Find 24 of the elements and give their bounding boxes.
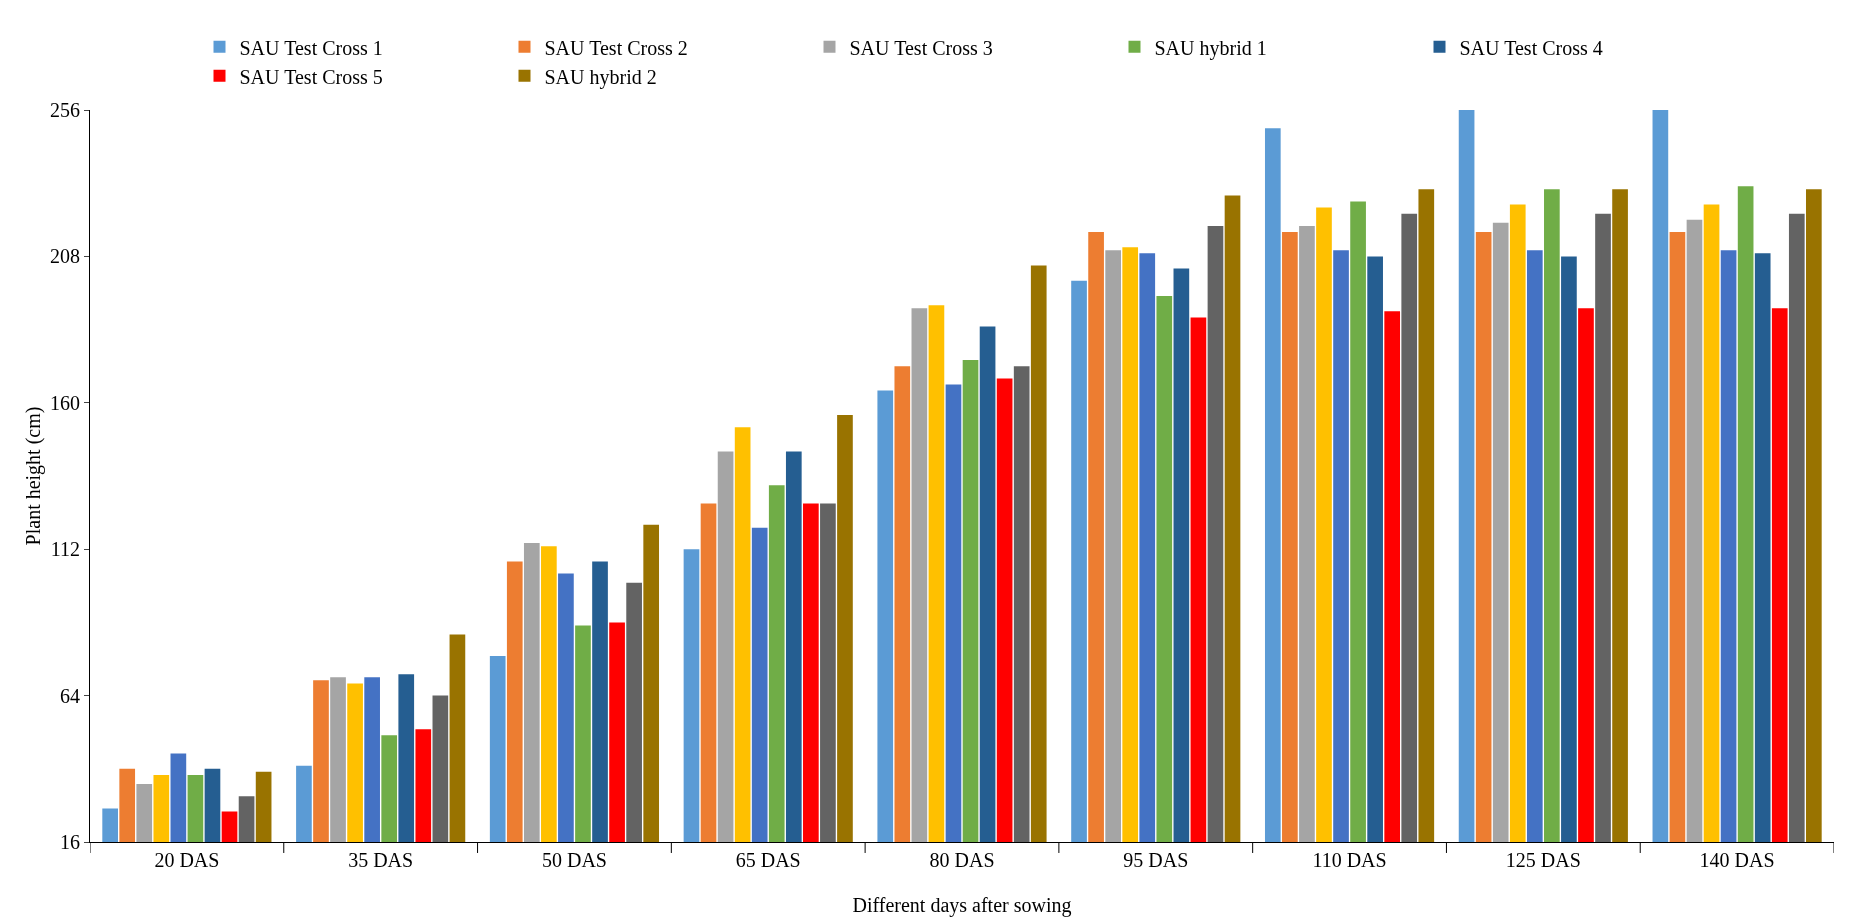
x-tick-label: 20 DAS xyxy=(154,849,220,871)
y-tick-label: 160 xyxy=(50,391,80,414)
legend-label: SAU Test Cross 1 xyxy=(239,36,383,59)
x-tick-label: 125 DAS xyxy=(1505,849,1581,871)
legend-label: SAU Test Cross 2 xyxy=(544,36,688,59)
y-tick-label: 208 xyxy=(50,245,80,268)
y-axis-title: Plant height (cm) xyxy=(22,406,45,546)
y-tick-label: 16 xyxy=(60,831,80,853)
y-tick-label: 112 xyxy=(50,538,80,561)
x-tick-label: 50 DAS xyxy=(541,849,607,871)
legend-label: SAU hybrid 2 xyxy=(544,65,657,89)
x-axis-title: Different days after sowing xyxy=(852,894,1072,917)
x-tick-label: 80 DAS xyxy=(929,849,995,871)
x-tick-label: 95 DAS xyxy=(1123,849,1189,871)
x-tick-label: 65 DAS xyxy=(735,849,801,871)
x-tick-label: 140 DAS xyxy=(1699,849,1775,871)
x-tick-label: 110 DAS xyxy=(1312,849,1387,871)
x-tick-label: 35 DAS xyxy=(348,849,414,871)
y-tick-label: 64 xyxy=(60,684,80,707)
y-tick-label: 256 xyxy=(50,99,80,121)
legend-label: SAU Test Cross 4 xyxy=(1459,36,1603,59)
legend-label: SAU Test Cross 3 xyxy=(849,36,993,59)
legend-label: SAU hybrid 1 xyxy=(1154,36,1267,60)
legend-label: SAU Test Cross 5 xyxy=(239,65,383,88)
